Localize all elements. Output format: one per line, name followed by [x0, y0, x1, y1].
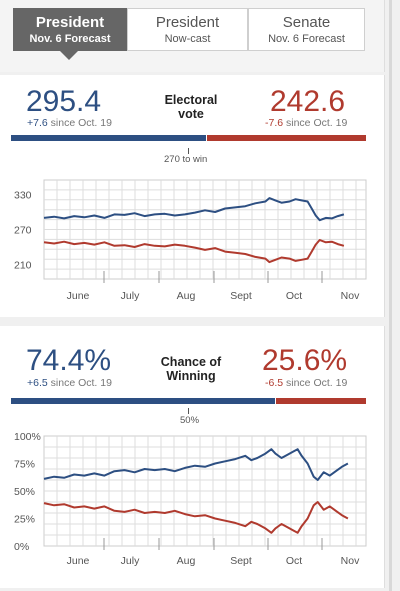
- y-tick-label: 210: [14, 259, 32, 271]
- threshold-label: 50%: [180, 415, 200, 426]
- chance-of-winning-label: Chance of Winning: [160, 355, 222, 383]
- electoral-vote-card: 295.4 +7.6 since Oct. 19 Electoral vote …: [0, 75, 385, 317]
- dem-chance-value: 74.4%: [26, 344, 112, 377]
- x-tick-label: Aug: [177, 555, 196, 567]
- x-tick-label: July: [121, 555, 140, 567]
- x-tick-label: Oct: [286, 290, 302, 302]
- scroll-rail[interactable]: [389, 0, 392, 591]
- tab-title: Senate: [282, 14, 331, 31]
- threshold-tick: [188, 408, 189, 414]
- chance-of-winning-chart: 100% 75% 50% 25% 0% June July Aug Sept Oct Nov: [14, 431, 367, 567]
- electoral-vote-chart: 330 270 210 June July Aug Sept Oct Nov: [14, 179, 367, 302]
- x-tick-label: Aug: [177, 290, 196, 302]
- tab-title: President: [155, 14, 220, 31]
- electoral-vote-label: Electoral vote: [164, 93, 218, 121]
- y-tick-label: 25%: [14, 514, 35, 526]
- dem-series-line: [43, 197, 345, 222]
- rep-electoral-value: 242.6: [270, 85, 346, 118]
- tab-subtitle: Nov. 6 Forecast: [268, 33, 345, 45]
- tab-president-nowcast[interactable]: President Now-cast: [127, 8, 248, 51]
- rep-share-bar: [207, 135, 366, 141]
- dem-electoral-change: +7.6 since Oct. 19: [27, 117, 112, 129]
- x-tick-label: July: [121, 290, 140, 302]
- rep-electoral-change: -7.6 since Oct. 19: [265, 117, 348, 129]
- tab-senate-forecast[interactable]: Senate Nov. 6 Forecast: [248, 8, 365, 51]
- x-tick-label: June: [67, 555, 90, 567]
- tab-title: President: [35, 14, 105, 31]
- dem-series-line: [43, 448, 349, 481]
- tab-subtitle: Nov. 6 Forecast: [29, 33, 111, 45]
- threshold-tick: [188, 148, 189, 154]
- x-tick-label: Nov: [341, 290, 360, 302]
- y-tick-label: 270: [14, 225, 32, 237]
- x-tick-label: Sept: [230, 290, 252, 302]
- dem-chance-change: +6.5 since Oct. 19: [27, 377, 112, 389]
- rep-series-line: [43, 501, 349, 534]
- dem-share-bar: [11, 398, 275, 404]
- dem-electoral-value: 295.4: [26, 85, 102, 118]
- x-tick-label: June: [67, 290, 90, 302]
- x-tick-label: Nov: [341, 555, 360, 567]
- threshold-label: 270 to win: [164, 154, 208, 165]
- y-tick-label: 75%: [14, 459, 35, 471]
- y-tick-label: 50%: [14, 486, 35, 498]
- rep-chance-value: 25.6%: [262, 344, 348, 377]
- x-tick-label: Sept: [230, 555, 252, 567]
- y-tick-label: 100%: [14, 431, 41, 443]
- tab-subtitle: Now-cast: [164, 33, 211, 45]
- chance-of-winning-card: 74.4% +6.5 since Oct. 19 Chance of Winni…: [0, 326, 385, 588]
- tab-bar: President Nov. 6 Forecast President Now-…: [0, 0, 385, 72]
- tab-president-forecast[interactable]: President Nov. 6 Forecast: [13, 8, 127, 51]
- rep-series-line: [43, 239, 345, 264]
- dem-share-bar: [11, 135, 206, 141]
- rep-chance-change: -6.5 since Oct. 19: [265, 377, 348, 389]
- rep-share-bar: [276, 398, 366, 404]
- y-tick-label: 330: [14, 190, 32, 202]
- active-tab-pointer: [60, 51, 78, 60]
- x-tick-label: Oct: [286, 555, 302, 567]
- y-tick-label: 0%: [14, 541, 29, 553]
